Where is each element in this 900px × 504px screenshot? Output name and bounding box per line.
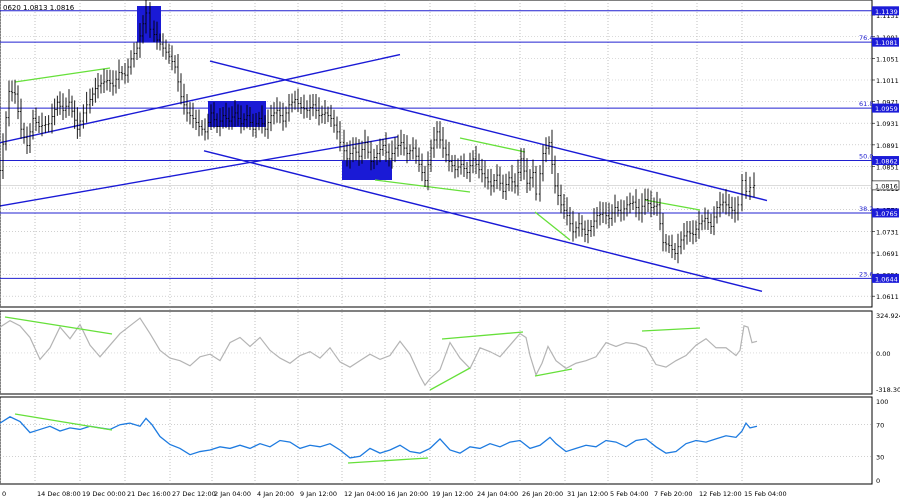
time-tick-label: 19 Jan 12:00 [432, 490, 473, 498]
price-tick-label: 1.0931 [876, 120, 899, 128]
cci-tick-label: 0.00 [876, 350, 890, 358]
rsi-line [0, 416, 758, 459]
channel-line [0, 136, 399, 207]
fib-price-tag [872, 208, 899, 218]
divergence-line [14, 67, 111, 83]
cci-divergence-line [534, 368, 573, 377]
price-tick-label: 1.0851 [876, 163, 899, 171]
time-tick-label: 4 Jan 20:00 [257, 490, 294, 498]
time-tick-label: 21 Dec 16:00 [127, 490, 171, 498]
time-tick-label: 12 Jan 04:00 [344, 490, 385, 498]
fib-price-tag-text: 1.0644 [875, 275, 898, 283]
time-tick-label: 26 Jan 20:00 [522, 490, 563, 498]
time-axis: 0 14 Dec 08:00 19 Dec 00:00 21 Dec 16:00 27 … [2, 490, 787, 498]
price-tick-label: 1.1051 [876, 55, 899, 63]
time-tick-label: 9 Jan 12:00 [300, 490, 337, 498]
fib-level-label: 38.2 [859, 205, 873, 213]
price-tick-label: 1.0891 [876, 142, 899, 150]
fib-price-tag [872, 103, 899, 113]
time-tick-label: 12 Feb 12:00 [699, 490, 742, 498]
high-price-tag-text: 1.1139 [875, 8, 898, 16]
divergence-line [534, 211, 571, 241]
cci-pane [0, 310, 873, 395]
rsi-pane [0, 396, 873, 485]
price-pane [0, 0, 873, 308]
time-tick-label: 31 Jan 12:00 [567, 490, 608, 498]
price-tick-label: 1.0971 [876, 99, 899, 107]
cci-divergence-line [641, 327, 701, 332]
price-tick-label: 1.0611 [876, 293, 899, 301]
rsi-tick-label: 30 [876, 453, 884, 461]
fib-price-tag [872, 273, 899, 283]
cci-series [0, 316, 872, 391]
fib-level-label: 61.8 [859, 100, 873, 108]
ohlc-readout: 0620 1.0813 1.0816 [3, 4, 75, 12]
cci-divergence-line [429, 367, 471, 391]
grid [0, 0, 872, 484]
cci-divergence-line [441, 331, 524, 340]
price-tick-label: 1.0731 [876, 228, 899, 236]
rsi-divergence-line [347, 457, 429, 464]
last-price-tag-text: 1.0816 [875, 182, 898, 190]
time-tick-label: 7 Feb 20:00 [654, 490, 693, 498]
fib-price-tag-text: 1.0862 [875, 158, 898, 166]
price-series [0, 0, 756, 264]
rsi-tick-label: 70 [876, 422, 884, 430]
channel-line [209, 60, 768, 202]
rsi-divergence-line [14, 413, 113, 431]
divergence-line [374, 179, 471, 193]
fib-price-tag-text: 1.0959 [875, 105, 898, 113]
time-tick-label: 16 Jan 20:00 [387, 490, 428, 498]
cci-tick-label: 324.9243 [876, 312, 900, 320]
last-price-tag [871, 180, 900, 191]
rsi-tick-label: 100 [876, 398, 888, 406]
fib-price-tag [872, 156, 899, 166]
price-tick-label: 1.0691 [876, 250, 899, 258]
price-tick-label: 1.1131 [876, 12, 899, 20]
channel-line [203, 150, 763, 293]
cci-line [0, 317, 758, 387]
cci-tick-label: -318.308 [876, 386, 900, 394]
channel-line [0, 53, 401, 144]
price-tick-label: 1.1011 [876, 77, 899, 85]
cci-divergence-line [4, 316, 113, 335]
fib-price-tag-text: 1.0765 [875, 210, 898, 218]
fib-price-tag [872, 37, 899, 47]
rsi-series [0, 413, 758, 464]
fib-level-label: 23.6 [859, 270, 873, 278]
fib-level-label: 76.4 [859, 34, 873, 42]
rsi-tick-label: 0 [876, 477, 880, 485]
price-axis: 1.11311.10911.10511.10111.09711.09311.08… [871, 6, 900, 485]
high-price-tag [872, 6, 899, 16]
time-tick-label: 15 Feb 04:00 [744, 490, 787, 498]
time-tick-label: 5 Feb 04:00 [610, 490, 649, 498]
time-tick-label: 14 Dec 08:00 [37, 490, 81, 498]
time-tick-label: 19 Dec 00:00 [82, 490, 126, 498]
time-tick-label: 24 Jan 04:00 [477, 490, 518, 498]
highlight-box [342, 161, 392, 180]
fib-price-tag-text: 1.1081 [875, 39, 898, 47]
divergence-line [459, 137, 526, 153]
time-tick-label: 2 Jan 04:00 [214, 490, 251, 498]
time-tick-label: 0 [2, 490, 6, 498]
fib-level-label: 50.0 [859, 153, 873, 161]
time-tick-label: 27 Dec 12:00 [172, 490, 216, 498]
trend-annotations [0, 6, 768, 293]
